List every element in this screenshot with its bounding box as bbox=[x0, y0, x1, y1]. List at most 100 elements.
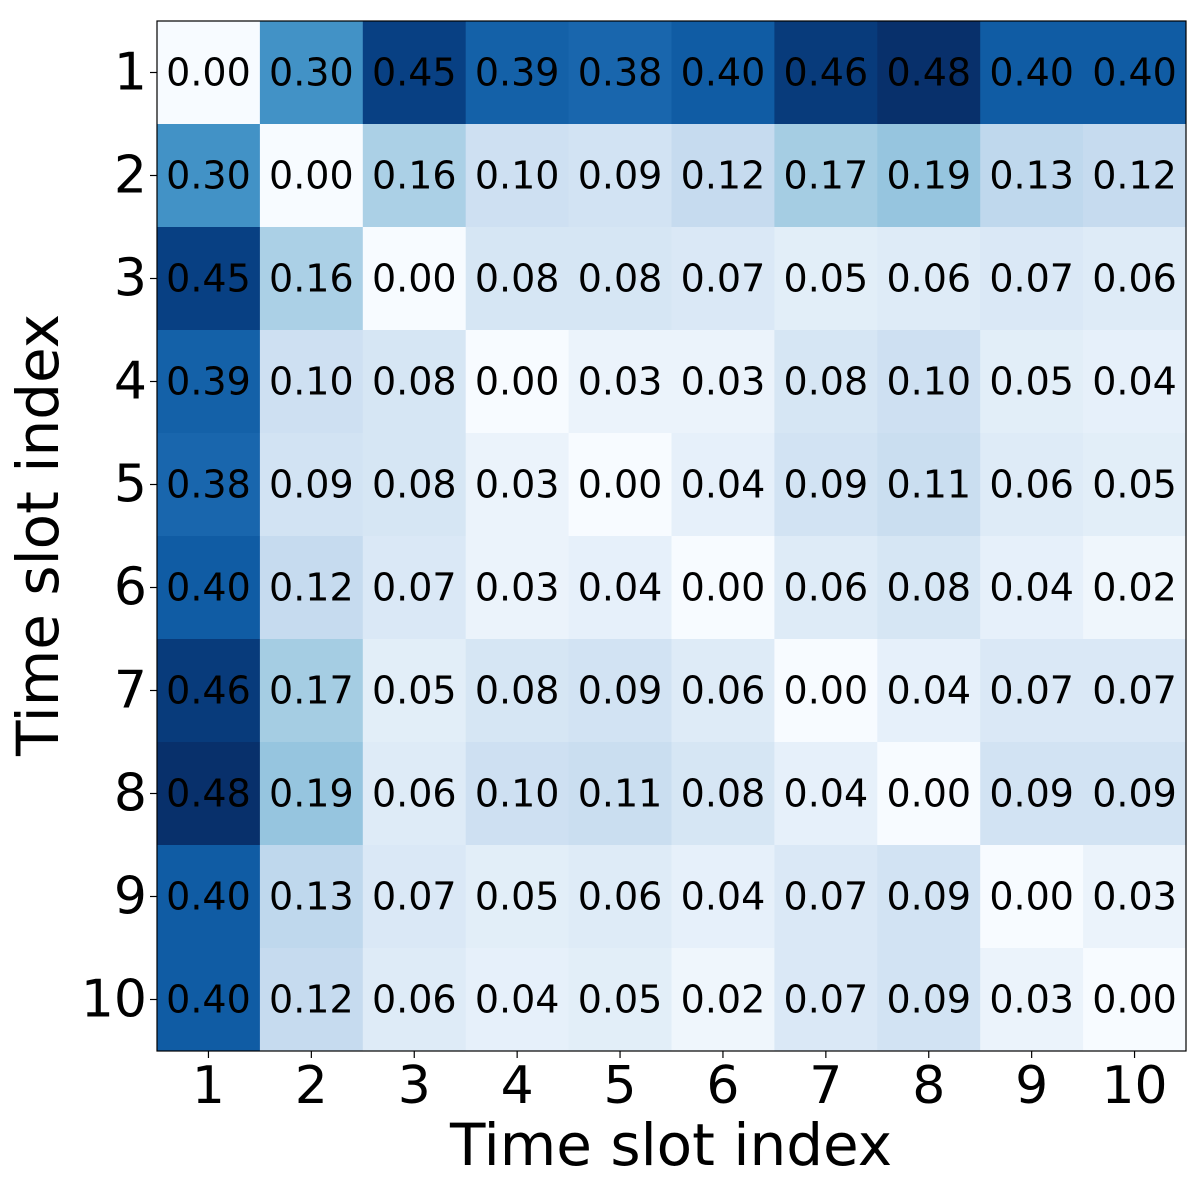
cell-value-r10-c2: 0.12 bbox=[269, 978, 354, 1022]
cell-value-r2-c9: 0.13 bbox=[989, 154, 1074, 198]
y-tick-label-6: 6 bbox=[114, 558, 147, 618]
y-tick-label-3: 3 bbox=[114, 249, 147, 309]
cell-value-r3-c1: 0.45 bbox=[166, 257, 251, 301]
y-tick-label-9: 9 bbox=[114, 867, 147, 927]
cell-value-r1-c5: 0.38 bbox=[578, 51, 663, 95]
cell-value-r8-c2: 0.19 bbox=[269, 772, 354, 816]
cell-value-r6-c8: 0.08 bbox=[886, 566, 971, 610]
cell-value-r4-c2: 0.10 bbox=[269, 360, 354, 404]
cell-value-r3-c10: 0.06 bbox=[1092, 257, 1177, 301]
heatmap-cell-r10-c10 bbox=[1083, 948, 1187, 1052]
heatmap-cell-r7-c1 bbox=[157, 639, 261, 743]
heatmap-cell-r7-c8 bbox=[877, 639, 981, 743]
heatmap-cell-r7-c10 bbox=[1083, 639, 1187, 743]
heatmap-cell-r6-c1 bbox=[157, 536, 261, 640]
cell-value-r8-c9: 0.09 bbox=[989, 772, 1074, 816]
heatmap-cell-r8-c9 bbox=[980, 742, 1084, 846]
heatmap-cell-r9-c4 bbox=[465, 845, 570, 949]
heatmap-cell-r8-c3 bbox=[362, 742, 467, 846]
cell-value-r2-c3: 0.16 bbox=[372, 154, 457, 198]
cell-value-r2-c7: 0.17 bbox=[784, 154, 869, 198]
heatmap-cell-r2-c8 bbox=[877, 124, 981, 228]
cell-value-r3-c6: 0.07 bbox=[681, 257, 766, 301]
cell-value-r4-c10: 0.04 bbox=[1092, 360, 1177, 404]
cell-value-r5-c10: 0.05 bbox=[1092, 463, 1177, 507]
cell-value-r8-c7: 0.04 bbox=[784, 772, 869, 816]
cell-value-r4-c4: 0.00 bbox=[475, 360, 560, 404]
cell-value-r9-c6: 0.04 bbox=[681, 875, 766, 919]
heatmap-cell-r7-c6 bbox=[671, 639, 775, 743]
heatmap-cell-r8-c7 bbox=[774, 742, 878, 846]
heatmap-cell-r5-c9 bbox=[980, 433, 1084, 537]
heatmap-cell-r4-c5 bbox=[568, 330, 672, 434]
heatmap-cell-r3-c9 bbox=[980, 227, 1084, 331]
heatmap-cell-r3-c7 bbox=[774, 227, 878, 331]
x-axis-ticks: 1 2 3 4 5 6 7 8 9 10 bbox=[192, 1051, 1168, 1116]
cell-value-r8-c1: 0.48 bbox=[166, 772, 251, 816]
cell-value-r7-c1: 0.46 bbox=[166, 669, 251, 713]
cell-value-r5-c2: 0.09 bbox=[269, 463, 354, 507]
cell-value-r5-c6: 0.04 bbox=[681, 463, 766, 507]
cell-value-r7-c2: 0.17 bbox=[269, 669, 354, 713]
heatmap-cell-r2-c4 bbox=[465, 124, 570, 228]
heatmap-cell-r7-c2 bbox=[259, 639, 364, 743]
cell-value-r8-c10: 0.09 bbox=[1092, 772, 1177, 816]
cell-value-r9-c1: 0.40 bbox=[166, 875, 251, 919]
cell-value-r2-c4: 0.10 bbox=[475, 154, 560, 198]
cell-value-r8-c5: 0.11 bbox=[578, 772, 663, 816]
cell-value-r2-c10: 0.12 bbox=[1092, 154, 1177, 198]
heatmap-cell-r3-c10 bbox=[1083, 227, 1187, 331]
cell-value-r6-c5: 0.04 bbox=[578, 566, 663, 610]
heatmap-cell-r5-c7 bbox=[774, 433, 878, 537]
cell-value-r10-c9: 0.03 bbox=[989, 978, 1074, 1022]
heatmap-cell-r4-c4 bbox=[465, 330, 570, 434]
heatmap-cell-r5-c2 bbox=[259, 433, 364, 537]
cell-value-r7-c9: 0.07 bbox=[989, 669, 1074, 713]
heatmap-cell-r6-c9 bbox=[980, 536, 1084, 640]
cell-value-r7-c4: 0.08 bbox=[475, 669, 560, 713]
heatmap-cell-r10-c7 bbox=[774, 948, 878, 1052]
y-tick-label-7: 7 bbox=[114, 661, 147, 721]
cell-value-r7-c8: 0.04 bbox=[886, 669, 971, 713]
heatmap-cell-r10-c8 bbox=[877, 948, 981, 1052]
heatmap-cell-r3-c1 bbox=[157, 227, 261, 331]
cell-value-r8-c3: 0.06 bbox=[372, 772, 457, 816]
heatmap-cell-r7-c4 bbox=[465, 639, 570, 743]
heatmap-cell-r4-c10 bbox=[1083, 330, 1187, 434]
heatmap-cell-r2-c9 bbox=[980, 124, 1084, 228]
heatmap-cell-r6-c3 bbox=[362, 536, 467, 640]
cell-value-r7-c5: 0.09 bbox=[578, 669, 663, 713]
heatmap-cell-r7-c5 bbox=[568, 639, 672, 743]
cell-value-r1-c8: 0.48 bbox=[886, 51, 971, 95]
cell-value-r9-c2: 0.13 bbox=[269, 875, 354, 919]
x-tick-label-8: 8 bbox=[912, 1056, 945, 1116]
heatmap-cell-r4-c1 bbox=[157, 330, 261, 434]
heatmap-cell-r10-c9 bbox=[980, 948, 1084, 1052]
heatmap-cell-r8-c8 bbox=[877, 742, 981, 846]
cell-value-r4-c5: 0.03 bbox=[578, 360, 663, 404]
cell-value-r5-c1: 0.38 bbox=[166, 463, 251, 507]
heatmap-cell-r6-c8 bbox=[877, 536, 981, 640]
cell-value-r1-c7: 0.46 bbox=[784, 51, 869, 95]
x-tick-label-6: 6 bbox=[706, 1056, 739, 1116]
heatmap-cell-r1-c3 bbox=[362, 21, 467, 125]
heatmap-cell-r5-c4 bbox=[465, 433, 570, 537]
heatmap-cell-r10-c4 bbox=[465, 948, 570, 1052]
cell-value-r1-c3: 0.45 bbox=[372, 51, 457, 95]
cell-value-r1-c6: 0.40 bbox=[681, 51, 766, 95]
cell-value-r10-c6: 0.02 bbox=[681, 978, 766, 1022]
cell-value-r1-c4: 0.39 bbox=[475, 51, 560, 95]
cell-value-r6-c7: 0.06 bbox=[784, 566, 869, 610]
heatmap-cell-r4-c2 bbox=[259, 330, 364, 434]
heatmap-cell-r10-c6 bbox=[671, 948, 775, 1052]
cell-value-r8-c6: 0.08 bbox=[681, 772, 766, 816]
heatmap-cell-r9-c10 bbox=[1083, 845, 1187, 949]
cell-value-r6-c3: 0.07 bbox=[372, 566, 457, 610]
heatmap-cell-r2-c7 bbox=[774, 124, 878, 228]
heatmap-cell-r9-c3 bbox=[362, 845, 467, 949]
heatmap-cell-r1-c2 bbox=[259, 21, 364, 125]
cell-value-r4-c9: 0.05 bbox=[989, 360, 1074, 404]
cell-value-r1-c1: 0.00 bbox=[166, 51, 251, 95]
cell-value-r2-c6: 0.12 bbox=[681, 154, 766, 198]
heatmap-cell-r2-c1 bbox=[157, 124, 261, 228]
